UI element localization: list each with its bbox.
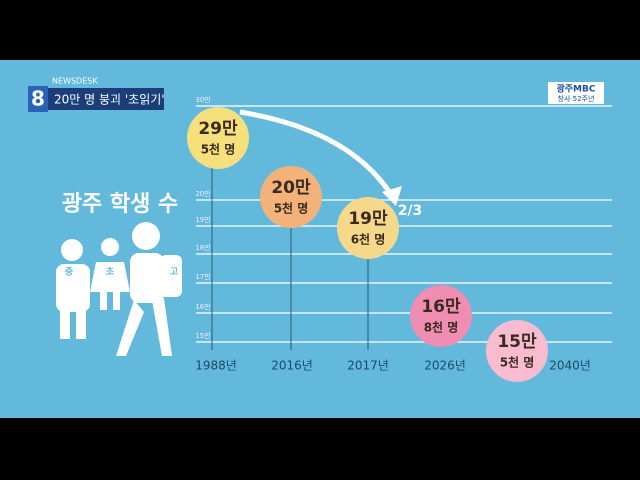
student-figures [56, 222, 182, 356]
x-label: 2040년 [549, 359, 591, 373]
y-label: 15만 [195, 331, 211, 340]
bubble-top: 15만 [497, 332, 537, 352]
figure-label: 중 [65, 267, 73, 278]
arrow-head [382, 186, 402, 206]
infographic-title: 광주 학생 수 [62, 192, 179, 217]
x-label: 2016년 [271, 359, 313, 373]
logo-name: 광주MBC [557, 83, 596, 95]
x-label: 2017년 [347, 359, 389, 373]
bubble-top: 29만 [198, 119, 238, 139]
channel: 8 [31, 87, 45, 111]
y-label: 16만 [195, 302, 211, 311]
y-label: 19만 [195, 215, 211, 224]
figure-label: 초 [106, 267, 115, 278]
bubble [187, 107, 249, 169]
bubble-bottom: 6천 명 [351, 232, 386, 247]
bubble [486, 320, 548, 382]
y-label: 17만 [195, 272, 211, 281]
bubbles: 29만 5천 명 20만 5천 명 19만 6천 명 16만 8천 명 15만 5천 명 [187, 107, 548, 382]
bubble-bottom: 5천 명 [274, 201, 309, 216]
figure-label: 고 [170, 267, 178, 278]
bubble-top: 16만 [421, 297, 461, 317]
program: NEWSDESK [52, 77, 98, 86]
logo-box [548, 82, 604, 104]
trend-arrow [239, 109, 395, 198]
y-label: 18만 [195, 243, 211, 252]
bubble-bottom: 5천 명 [500, 355, 535, 370]
bubble-top: 20만 [271, 178, 311, 198]
bubble [337, 197, 399, 259]
bubble [260, 166, 322, 228]
annotation: 2/3 [398, 203, 423, 219]
headline-bar [28, 88, 164, 110]
x-label: 1988년 [195, 359, 237, 373]
x-label: 2026년 [424, 359, 466, 373]
headline: 20만 명 붕괴 '초읽기' [54, 93, 165, 107]
bubble-bottom: 8천 명 [424, 320, 459, 335]
y-label: 30만 [195, 95, 211, 104]
bubble-bottom: 5천 명 [201, 142, 236, 157]
bubble-top: 19만 [348, 209, 388, 229]
channel-badge [28, 86, 48, 112]
bubble [410, 285, 472, 347]
y-label: 20만 [195, 189, 211, 198]
logo-anniversary: 창사 52주년 [558, 94, 595, 103]
